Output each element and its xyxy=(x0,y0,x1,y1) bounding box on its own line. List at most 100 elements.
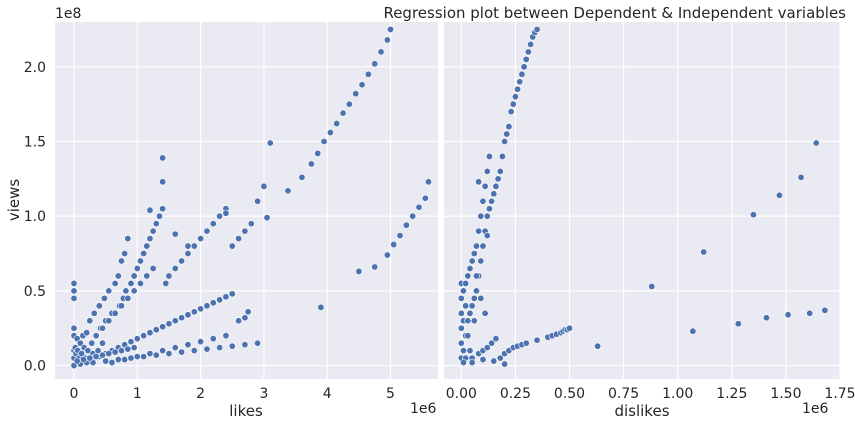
data-point xyxy=(464,317,472,325)
data-point xyxy=(260,182,268,190)
data-point xyxy=(459,347,467,355)
data-point xyxy=(203,345,211,353)
data-point xyxy=(594,342,602,350)
data-point xyxy=(516,78,524,86)
data-point xyxy=(76,339,84,347)
data-point xyxy=(421,194,429,202)
data-point xyxy=(812,139,820,147)
data-point xyxy=(266,139,274,147)
data-point xyxy=(90,309,98,317)
data-point xyxy=(70,294,78,302)
data-point xyxy=(483,344,491,352)
data-point xyxy=(254,339,262,347)
x-axis-label-right: dislikes xyxy=(614,402,669,420)
data-point xyxy=(121,356,129,364)
data-point xyxy=(459,359,467,367)
data-point xyxy=(159,347,167,355)
data-point xyxy=(492,335,500,343)
data-point xyxy=(122,287,130,295)
y-tick-label: 0.0 xyxy=(24,359,46,375)
data-point xyxy=(159,154,167,162)
data-point xyxy=(111,279,119,287)
data-point xyxy=(505,123,513,131)
data-point xyxy=(700,248,708,256)
data-point xyxy=(492,182,500,190)
data-point xyxy=(527,40,535,48)
data-point xyxy=(88,339,96,347)
data-point xyxy=(70,287,78,295)
data-point xyxy=(522,55,530,63)
data-point xyxy=(507,108,515,116)
data-point xyxy=(140,332,148,340)
data-point xyxy=(222,293,230,301)
data-point xyxy=(130,287,138,295)
data-point xyxy=(171,230,179,238)
x-tick-label: 0.75 xyxy=(608,386,639,402)
data-point xyxy=(117,347,125,355)
data-point xyxy=(203,227,211,235)
x-tick-label: 5 xyxy=(386,386,395,402)
data-point xyxy=(209,335,217,343)
data-point xyxy=(797,173,805,181)
data-point xyxy=(518,70,526,78)
data-point xyxy=(216,212,224,220)
data-point xyxy=(464,332,472,340)
data-point xyxy=(254,197,262,205)
data-point xyxy=(320,137,328,145)
data-point xyxy=(235,235,243,243)
data-point xyxy=(462,279,470,287)
data-point xyxy=(184,341,192,349)
data-point xyxy=(457,339,465,347)
data-point xyxy=(178,314,186,322)
data-point xyxy=(114,356,122,364)
data-point xyxy=(472,242,480,250)
data-point xyxy=(79,356,87,364)
data-point xyxy=(165,350,173,358)
data-point xyxy=(468,302,476,310)
data-point xyxy=(314,149,322,157)
data-point xyxy=(333,120,341,128)
x-tick-label: 1.00 xyxy=(662,386,693,402)
data-point xyxy=(197,338,205,346)
data-point xyxy=(197,305,205,313)
data-point xyxy=(92,353,100,361)
data-point xyxy=(149,227,157,235)
data-point xyxy=(522,339,530,347)
data-point xyxy=(222,209,230,217)
data-point xyxy=(143,272,151,280)
data-point xyxy=(339,109,347,117)
data-point xyxy=(762,314,770,322)
y-tick-label: 1.0 xyxy=(24,209,46,225)
data-point xyxy=(98,351,106,359)
data-point xyxy=(228,342,236,350)
data-point xyxy=(317,303,325,311)
data-point xyxy=(133,353,141,361)
data-point xyxy=(171,344,179,352)
data-point xyxy=(178,348,186,356)
data-point xyxy=(479,197,487,205)
x-scale-label-left: 1e6 xyxy=(410,401,437,417)
data-point xyxy=(70,324,78,332)
x-tick-label: 0.50 xyxy=(554,386,585,402)
data-point xyxy=(387,25,395,33)
data-point xyxy=(263,214,271,222)
data-point xyxy=(241,314,249,322)
data-point xyxy=(479,356,487,364)
data-point xyxy=(83,329,91,337)
data-point xyxy=(92,332,100,340)
data-point xyxy=(485,152,493,160)
x-tick-label: 0 xyxy=(70,386,79,402)
data-point xyxy=(146,235,154,243)
data-point xyxy=(481,309,489,317)
data-point xyxy=(98,324,106,332)
data-point xyxy=(483,212,491,220)
data-point xyxy=(209,299,217,307)
data-point xyxy=(648,282,656,290)
grid-right xyxy=(444,22,841,379)
data-point xyxy=(184,242,192,250)
x-tick-label: 0.00 xyxy=(446,386,477,402)
data-point xyxy=(146,350,154,358)
x-tick-label: 2 xyxy=(196,386,205,402)
data-point xyxy=(114,272,122,280)
data-point xyxy=(483,232,491,240)
